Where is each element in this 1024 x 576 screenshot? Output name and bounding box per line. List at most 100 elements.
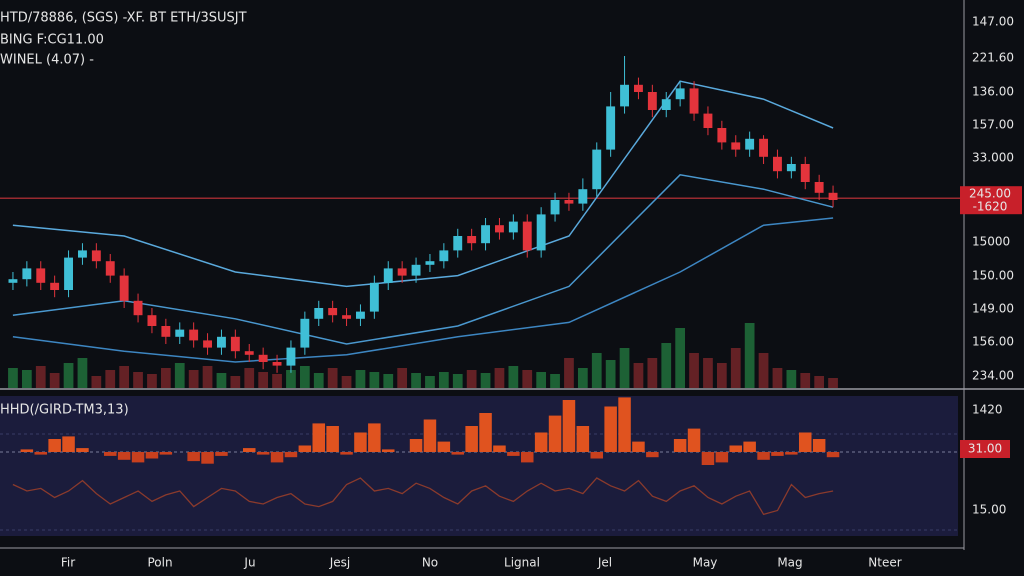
volume-bar [63,363,74,388]
candle-body [36,268,46,283]
histogram-bar [826,452,840,458]
y-axis-label: 15000 [972,235,1010,249]
histogram-bar [326,426,339,452]
candle-body [828,192,838,200]
x-axis-label: Poln [147,556,172,570]
candle-body [522,221,532,251]
volume-bar [438,372,449,388]
candle-body [8,279,18,283]
histogram-bar [507,452,520,456]
candle-body [564,200,574,204]
volume-bar [633,363,644,388]
volume-bar [814,376,825,388]
histogram-bar [187,452,200,462]
volume-bar [49,373,60,388]
candle-body [508,221,518,233]
y-axis-label: 147.00 [972,15,1014,29]
candle-body [745,138,755,150]
candle-body [495,225,504,233]
histogram-bar [423,419,437,452]
candle-body [300,318,310,348]
volume-bar [508,366,519,388]
volume-bar [716,363,727,388]
y-axis-label: 157.00 [972,118,1014,132]
candle-body [620,84,629,107]
candle-body [592,149,602,190]
candle-body [50,282,60,290]
volume-bar [119,366,130,388]
histogram-bar [534,432,548,452]
histogram-bar [604,406,617,452]
x-axis-label: Jesj [329,556,351,570]
candle-body [717,128,727,143]
volume-bar [258,372,269,388]
histogram-bar [520,452,534,463]
candle-body [800,164,810,182]
candle-body [189,329,199,341]
y-axis-label: 136.00 [972,85,1014,99]
candle-body [606,106,616,150]
moving-average [12,80,834,288]
histogram-bar [20,449,34,452]
histogram-bar [548,415,562,452]
y-axis-label: 221.60 [972,51,1014,65]
histogram-bar [798,432,812,452]
histogram-bar [284,452,298,458]
histogram-bar [437,441,451,452]
x-axis-label: Mag [777,556,802,570]
candle-body [481,225,490,244]
candle-body [286,347,296,366]
last-price-label: 245.00 [969,187,1011,201]
candle-body [550,200,560,215]
candle-body [356,311,365,319]
candle-body [439,250,449,262]
chart-subtitle: BING F:CG11.00 [0,33,104,48]
candle-body [634,84,643,92]
histogram-bar [785,452,798,455]
histogram-bar [687,428,701,452]
volume-bar [397,368,408,388]
volume-bar [188,370,199,388]
indicator-last-box [960,440,1010,458]
indicator-axis-label: 15.00 [972,503,1006,517]
histogram-bar [48,439,61,452]
volume-bar [160,368,171,388]
volume-bar [216,373,227,388]
moving-average [12,217,834,363]
histogram-bar [576,426,590,452]
moving-average [12,173,834,345]
y-axis-label: 234.00 [972,369,1014,383]
volume-bar [605,360,616,388]
candle-body [759,138,768,157]
volume-bar [675,328,686,388]
indicator-panel [0,396,958,536]
candle-body [78,250,87,258]
candle-body [467,236,477,244]
volume-bar [174,363,185,388]
candle-body [272,362,282,366]
volume-bar [299,366,310,388]
histogram-bar [76,448,89,452]
volume-bar [466,370,477,388]
candle-body [119,275,129,301]
volume-bar [147,374,157,388]
histogram-bar [632,441,645,452]
candle-body [230,336,240,352]
histogram-bar [201,452,214,464]
signal-line [12,477,834,516]
volume-bar [619,348,630,388]
candle-body [161,326,171,337]
candle-body [731,142,741,150]
histogram-bar [159,452,173,455]
histogram-bar [298,445,312,452]
volume-bar [369,372,380,388]
candle-body [786,164,796,172]
volume-bar [383,374,394,388]
candle-body [217,336,226,348]
volume-bar [286,370,296,388]
chart-title: HTD/78886, (SGS) -XF. BT ETH/3SUSJT [0,11,247,26]
x-axis-label: Nteer [868,556,901,570]
histogram-bar [215,452,228,456]
candle-body [383,268,393,283]
